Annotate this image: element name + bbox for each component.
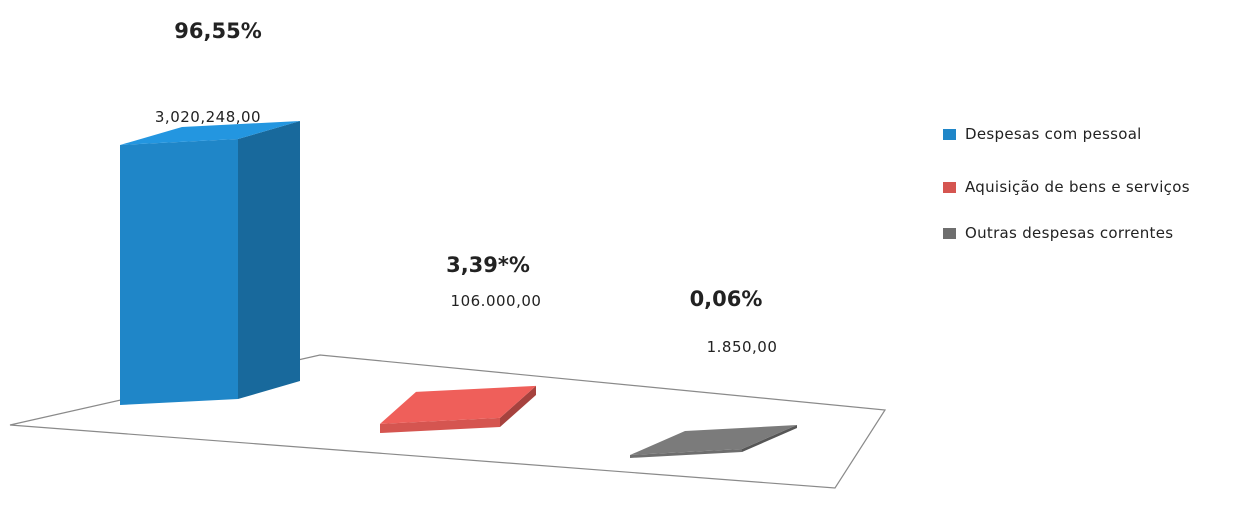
legend-label: Outras despesas correntes — [965, 224, 1174, 242]
bar-front-face — [120, 139, 238, 405]
bar-top-face — [380, 385, 536, 424]
legend-swatch-blue — [943, 128, 956, 140]
bar-top-face — [120, 121, 300, 145]
bar-1 — [120, 121, 300, 405]
bar-side-face — [742, 425, 797, 452]
bar-3 — [630, 425, 797, 458]
bar-side-face — [238, 121, 300, 399]
percent-label: 96,55% — [174, 19, 261, 43]
value-label: 3,020,248,00 — [155, 108, 261, 126]
percent-label: 0,06% — [690, 287, 763, 311]
value-label: 106.000,00 — [451, 292, 542, 310]
legend-label: Aquisição de bens e serviços — [965, 178, 1190, 196]
legend-item-aquisicao-bens: Aquisição de bens e serviços — [943, 175, 1248, 199]
bars-layer — [120, 121, 797, 458]
legend-swatch-red — [943, 181, 956, 193]
bar-side-face — [500, 385, 536, 427]
legend-label: Despesas com pessoal — [965, 125, 1142, 143]
value-label: 1.850,00 — [707, 338, 778, 356]
chart-legend: Despesas com pessoal Aquisição de bens e… — [943, 122, 1248, 274]
bar-2 — [380, 385, 536, 433]
percent-label: 3,39*% — [446, 253, 530, 277]
legend-swatch-gray — [943, 227, 956, 239]
legend-item-despesas-pessoal: Despesas com pessoal — [943, 122, 1248, 146]
labels-layer: 96,55% 3,020,248,00 3,39*% 106.000,00 0,06% 1… — [155, 19, 778, 356]
bar-top-face — [630, 425, 797, 455]
bar-front-face — [380, 417, 500, 433]
bar-front-face — [630, 449, 742, 458]
legend-item-outras-despesas: Outras despesas correntes — [943, 221, 1248, 245]
